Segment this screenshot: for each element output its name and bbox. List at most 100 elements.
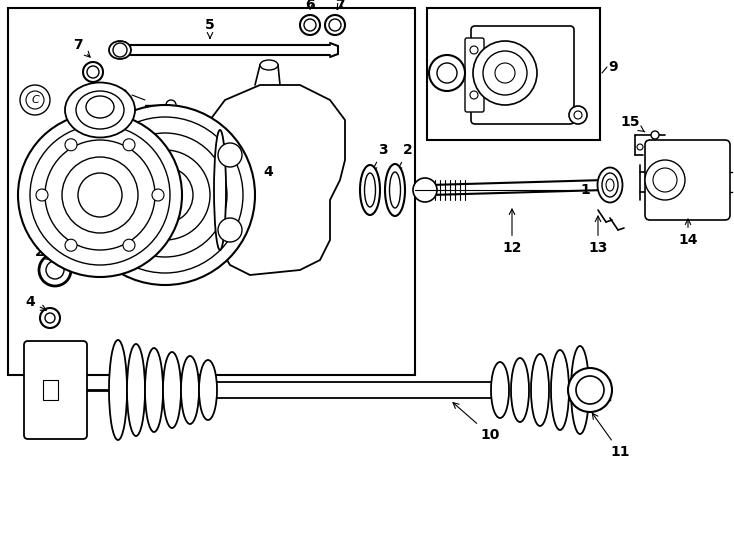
Ellipse shape [602,173,618,197]
Text: 7: 7 [73,38,90,57]
FancyBboxPatch shape [465,38,484,112]
Polygon shape [210,85,345,275]
Ellipse shape [65,83,135,138]
Circle shape [30,125,170,265]
Text: 4: 4 [25,295,46,310]
Ellipse shape [20,85,50,115]
Text: 13: 13 [589,216,608,255]
Ellipse shape [86,96,114,118]
FancyBboxPatch shape [24,341,87,439]
Ellipse shape [606,179,614,191]
Text: 2: 2 [397,143,413,171]
Ellipse shape [385,164,405,216]
Text: 4: 4 [263,165,273,179]
Circle shape [103,133,227,257]
Circle shape [151,181,179,209]
Circle shape [218,143,242,167]
Circle shape [495,63,515,83]
Circle shape [123,139,135,151]
Circle shape [413,178,437,202]
Text: 8: 8 [117,88,127,102]
Text: 1: 1 [580,183,589,197]
Circle shape [329,19,341,31]
Circle shape [40,308,60,328]
Text: 7: 7 [335,0,345,12]
Circle shape [437,63,457,83]
Circle shape [46,261,64,279]
Text: 6: 6 [305,0,315,12]
Ellipse shape [360,165,380,215]
Bar [8,8,415,375]
Circle shape [120,150,210,240]
Circle shape [470,91,478,99]
Circle shape [62,157,138,233]
Circle shape [576,376,604,404]
Ellipse shape [597,167,622,202]
Circle shape [473,41,537,105]
Circle shape [429,55,465,91]
Circle shape [87,117,243,273]
Ellipse shape [109,340,127,440]
Ellipse shape [531,354,549,426]
Circle shape [470,46,478,54]
Circle shape [304,19,316,31]
Circle shape [137,167,193,223]
Circle shape [65,139,77,151]
Circle shape [272,156,290,174]
Ellipse shape [214,130,226,250]
Circle shape [39,254,71,286]
Circle shape [651,131,659,139]
Ellipse shape [260,60,278,70]
Circle shape [152,189,164,201]
Circle shape [45,313,55,323]
Ellipse shape [76,91,124,129]
Ellipse shape [109,41,131,59]
Text: 15: 15 [620,115,645,132]
Text: 5: 5 [205,18,215,38]
Bar [427,8,600,140]
Circle shape [123,239,135,251]
Ellipse shape [26,91,44,109]
Circle shape [574,111,582,119]
Text: 11: 11 [592,413,630,459]
Circle shape [36,189,48,201]
Ellipse shape [127,344,145,436]
Bar [43,380,58,400]
Text: 9: 9 [608,60,617,74]
Ellipse shape [163,352,181,428]
Circle shape [166,100,176,110]
Circle shape [113,43,127,57]
Circle shape [75,105,255,285]
Circle shape [569,106,587,124]
Ellipse shape [181,356,199,424]
Ellipse shape [551,350,569,430]
Circle shape [325,15,345,35]
Circle shape [87,66,99,78]
Circle shape [83,62,103,82]
Circle shape [300,15,320,35]
Text: 10: 10 [453,403,500,442]
FancyBboxPatch shape [471,26,574,124]
Circle shape [45,140,155,250]
Circle shape [637,144,643,150]
Ellipse shape [365,173,376,207]
Ellipse shape [145,348,163,432]
Circle shape [65,239,77,251]
Text: 2: 2 [35,245,51,260]
Ellipse shape [571,346,589,434]
Circle shape [278,162,284,168]
Ellipse shape [491,362,509,418]
Text: 3: 3 [372,143,388,171]
Text: 14: 14 [678,219,698,247]
Circle shape [653,168,677,192]
Circle shape [18,113,182,277]
Circle shape [568,368,612,412]
Circle shape [78,173,122,217]
Circle shape [483,51,527,95]
Circle shape [218,218,242,242]
Text: 12: 12 [502,209,522,255]
Text: C: C [31,95,39,105]
Ellipse shape [390,172,401,208]
Ellipse shape [199,360,217,420]
FancyBboxPatch shape [645,140,730,220]
